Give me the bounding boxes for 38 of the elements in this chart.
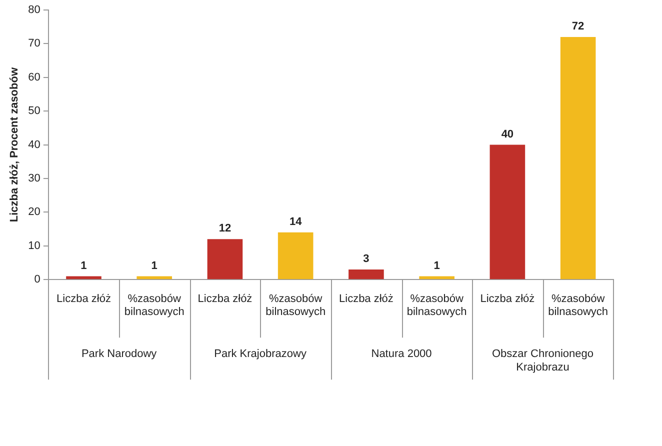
data-label: 1 <box>151 260 158 272</box>
text: Liczba złóż <box>338 293 394 306</box>
y-tick-label: 20 <box>28 206 40 218</box>
x-tick-label: Park Narodowy <box>81 348 158 360</box>
x-tick-label: Obszar Chronionego Krajobrazu <box>492 348 594 374</box>
bar <box>136 276 172 280</box>
data-label: 40 <box>501 128 514 140</box>
y-tick-label: 30 <box>28 172 40 185</box>
text: %zasobów bilnasowych <box>266 293 326 318</box>
text: %zasobów bilnasowych <box>406 293 467 318</box>
y-tick-label: 70 <box>28 38 40 50</box>
data-label: 12 <box>218 222 232 235</box>
x-tick-label: Natura 2000 <box>371 348 432 360</box>
data-label: 72 <box>572 20 584 32</box>
bar <box>207 239 243 280</box>
data-label: 14 <box>289 216 303 228</box>
bar <box>560 36 596 280</box>
y-tick-label: 10 <box>28 240 40 252</box>
data-label: 1 <box>80 260 87 272</box>
data-label: 1 <box>434 260 440 272</box>
series-label: Liczba złóż <box>480 293 535 306</box>
data-label: 3 <box>363 253 370 266</box>
x-tick-label: Park Krajobrazowy <box>214 348 307 360</box>
y-tick-label: 50 <box>28 105 40 118</box>
series-label: %zasobów bilnasowych <box>124 293 184 318</box>
bar <box>419 276 454 280</box>
bar <box>490 144 526 280</box>
y-tick-label: 80 <box>28 4 40 16</box>
y-tick-label: 60 <box>28 71 40 84</box>
y-tick-label: 40 <box>28 138 40 151</box>
y-tick-label: 0 <box>34 274 40 286</box>
bar <box>348 269 384 280</box>
text: %zasobów bilnasowych <box>548 293 608 318</box>
bar <box>278 232 314 280</box>
text: Liczba złóż <box>56 293 111 306</box>
bar <box>66 276 102 280</box>
text: Liczba złóż <box>198 293 252 306</box>
y-axis-title: Liczba złóż, Procent zasobów <box>8 67 21 222</box>
